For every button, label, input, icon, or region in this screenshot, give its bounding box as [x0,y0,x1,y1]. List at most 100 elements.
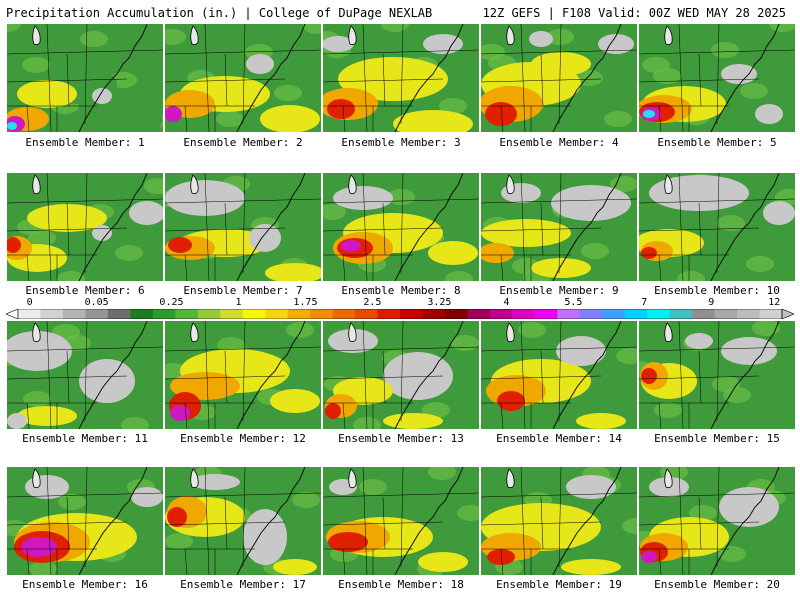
colorbar-swatch [557,309,581,319]
ensemble-member-caption: Ensemble Member: 3 [341,136,461,149]
ensemble-map-panel [7,173,163,281]
ensemble-member-caption: Ensemble Member: 11 [22,432,148,445]
colorbar-swatch [444,309,468,319]
colorbar-swatch [602,309,626,319]
ensemble-map-panel [7,321,163,429]
precip-area [481,219,571,247]
precip-area [529,31,553,47]
ensemble-member-caption: Ensemble Member: 7 [183,284,303,297]
colorbar-tick-label: 1.75 [293,297,318,308]
precip-area [190,474,240,490]
colorbar [6,309,794,319]
ensemble-map-panel [7,24,163,132]
colorbar-swatch [669,309,693,319]
header-title: Precipitation Accumulation (in.) | Colle… [6,6,433,20]
precip-area [418,552,468,572]
precip-map [323,173,479,281]
precip-area [341,240,361,252]
precip-map [7,467,163,575]
precip-area [383,413,443,429]
precip-area [551,185,631,221]
colorbar-tick-label: 12 [768,297,781,308]
precip-map [481,467,637,575]
precip-area [561,559,621,575]
colorbar-swatch [18,309,41,319]
precip-area [270,389,320,413]
ensemble-member-caption: Ensemble Member: 12 [180,432,306,445]
precip-map [7,321,163,429]
ensemble-map-panel [639,173,795,281]
precip-area [17,406,77,426]
colorbar-swatch [85,309,109,319]
precip-area [273,559,317,575]
colorbar-swatch [714,309,738,319]
ensemble-member-caption: Ensemble Member: 1 [25,136,145,149]
precip-map [165,467,321,575]
precip-map [639,173,795,281]
ensemble-map-panel [639,321,795,429]
colorbar-tick-labels: 0 0.05 0.25 1 1.75 2.5 3.25 4 5.5 7 9 12 [0,297,800,309]
colorbar-tick-label: 0.25 [159,297,184,308]
ensemble-map-panel [481,321,637,429]
precip-area [7,237,21,253]
colorbar-swatch [287,309,311,319]
ensemble-member-caption: Ensemble Member: 20 [654,578,780,591]
precip-area [327,99,355,119]
colorbar-left-arrow [6,309,19,319]
precip-area [641,368,657,384]
colorbar-right-arrow [781,309,794,319]
precip-area [485,102,517,126]
precip-area [721,337,777,365]
ensemble-member-caption: Ensemble Member: 9 [499,284,619,297]
ensemble-member-caption: Ensemble Member: 18 [338,578,464,591]
precip-area [27,204,107,232]
precip-area [165,106,182,122]
precip-map [639,321,795,429]
ensemble-map-panel [165,321,321,429]
colorbar-swatch [107,309,131,319]
colorbar-swatch [130,309,154,319]
colorbar-tick-label: 2.5 [363,297,382,308]
precip-area [323,36,354,52]
colorbar-swatch [467,309,491,319]
precip-map [639,467,795,575]
colorbar-graphic [6,309,794,319]
precip-map [165,321,321,429]
ensemble-map-panel [481,467,637,575]
precip-area [481,243,514,263]
colorbar-swatch [647,309,671,319]
precip-area [328,532,368,552]
precip-area [243,509,287,565]
ensemble-member-caption: Ensemble Member: 5 [657,136,777,149]
ensemble-member-caption: Ensemble Member: 6 [25,284,145,297]
colorbar-swatch [40,309,64,319]
precip-area [755,104,783,124]
precip-map [639,24,795,132]
colorbar-tick-label: 9 [708,297,715,308]
precip-area [265,263,321,281]
colorbar-swatch [220,309,244,319]
precip-area [165,180,245,216]
ensemble-member-caption: Ensemble Member: 17 [180,578,306,591]
precip-area [641,247,657,259]
colorbar-swatch [197,309,221,319]
ensemble-map-panel [481,24,637,132]
ensemble-map-panel [165,24,321,132]
precip-area [7,122,17,130]
ensemble-member-caption: Ensemble Member: 16 [22,578,148,591]
precip-area [333,186,393,210]
colorbar-tick-label: 4 [503,297,510,308]
precip-area [79,359,135,403]
precip-map [165,24,321,132]
precip-area [643,110,655,118]
ensemble-map-panel [7,467,163,575]
colorbar-tick-label: 0.05 [84,297,109,308]
colorbar-swatch [737,309,761,319]
precip-area [531,52,591,76]
ensemble-member-caption: Ensemble Member: 14 [496,432,622,445]
ensemble-member-caption: Ensemble Member: 2 [183,136,303,149]
precip-area [497,391,525,411]
ensemble-map-panel [481,173,637,281]
precip-map [7,173,163,281]
colorbar-swatch [310,309,334,319]
